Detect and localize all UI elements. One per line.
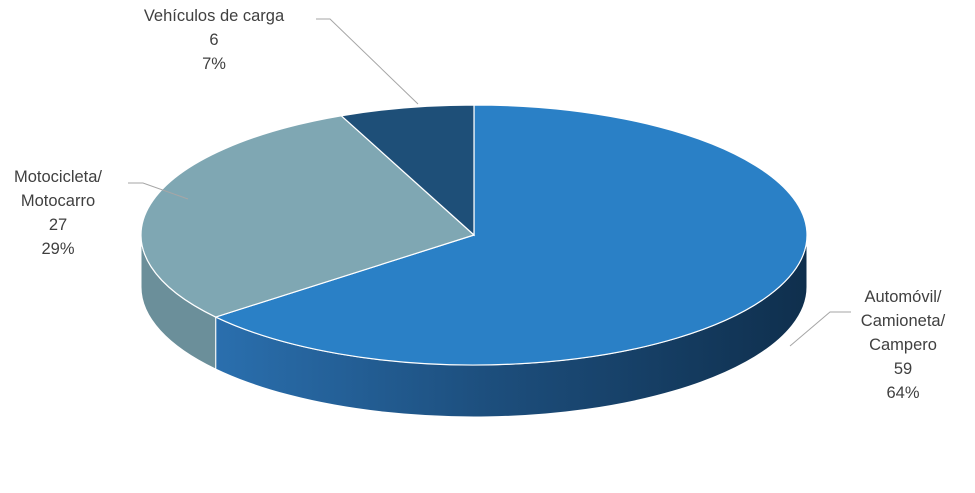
slice-percent-label-1: 29% <box>41 240 74 258</box>
slice-percent-label-2: 7% <box>202 55 226 73</box>
slice-value-label-0: 59 <box>894 360 912 378</box>
slice-value-label-1: 27 <box>49 216 67 234</box>
leader-line-2 <box>316 18 419 105</box>
leader-line-0 <box>789 311 851 347</box>
slice-label-1-line-0: Motocicleta/ <box>14 168 102 186</box>
pie-slice-1 <box>140 115 476 318</box>
slice-label-0-line-1: Camioneta/ <box>861 312 946 330</box>
slice-label-2-line-0: Vehículos de carga <box>144 7 285 25</box>
slice-value-label-2: 6 <box>209 31 218 49</box>
slice-label-0-line-2: Campero <box>869 336 937 354</box>
pie-slice-0 <box>214 104 808 366</box>
leader-line-1 <box>128 182 189 200</box>
pie-slice-2 <box>340 104 475 237</box>
slice-label-0-line-0: Automóvil/ <box>864 288 941 306</box>
slice-percent-label-0: 64% <box>886 384 919 402</box>
slice-label-1-line-1: Motocarro <box>21 192 95 210</box>
